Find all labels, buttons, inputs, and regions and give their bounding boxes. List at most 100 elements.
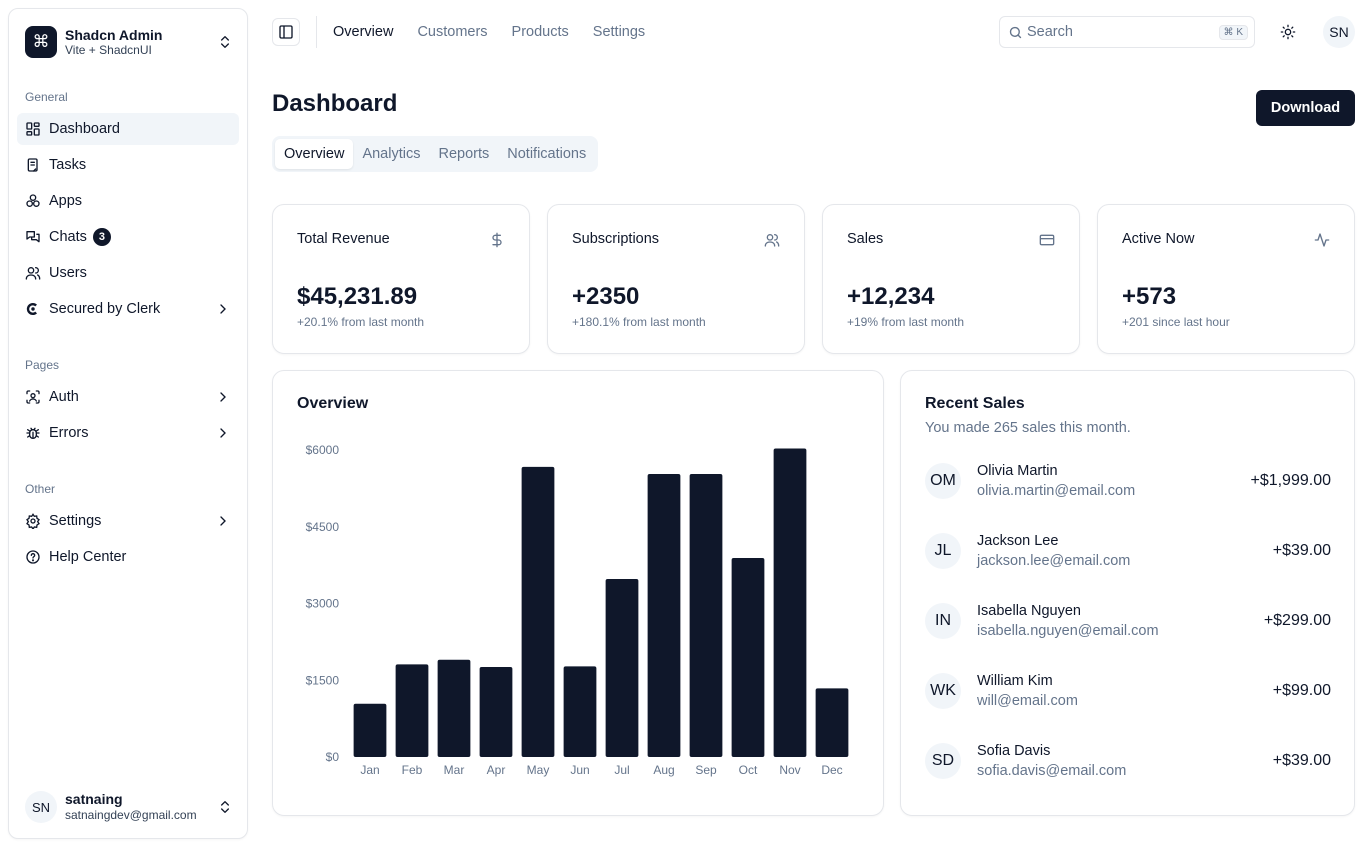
chart-bar-jun — [563, 666, 597, 757]
top-nav-customers[interactable]: Customers — [417, 24, 488, 40]
sidebar-item-label: Dashboard — [49, 121, 120, 137]
top-nav-products[interactable]: Products — [511, 24, 569, 40]
x-tick-label: Oct — [739, 763, 758, 777]
sale-name: Isabella Nguyen — [977, 603, 1081, 619]
stat-value: $45,231.89 — [297, 283, 418, 310]
sidebar-item-apps[interactable]: Apps — [17, 185, 239, 217]
sidebar-item-auth[interactable]: Auth — [17, 381, 239, 413]
chart-bar-oct — [731, 557, 765, 757]
team-switcher[interactable]: ⌘ Shadcn Admin Vite + ShadcnUI — [25, 25, 233, 59]
x-tick-label: Feb — [402, 763, 423, 777]
tab-notifications[interactable]: Notifications — [507, 146, 587, 162]
chart-bar-jan — [353, 703, 387, 757]
avatar: SN — [25, 791, 57, 823]
chart-bar-sep — [689, 474, 723, 757]
sidebar-item-tasks[interactable]: Tasks — [17, 149, 239, 181]
download-button[interactable]: Download — [1256, 90, 1355, 126]
top-nav: Overview Customers Products Settings — [333, 16, 669, 48]
sale-amount: +$1,999.00 — [1250, 472, 1331, 489]
chart-bar-apr — [479, 666, 513, 757]
page-title: Dashboard — [272, 90, 398, 117]
user-scan-icon — [26, 390, 40, 404]
sidebar-item-settings[interactable]: Settings — [17, 505, 239, 537]
sidebar-item-help-center[interactable]: Help Center — [17, 541, 239, 573]
x-tick-label: Jul — [614, 763, 629, 777]
team-name: Shadcn Admin — [65, 26, 163, 43]
chevron-right-icon — [220, 392, 226, 402]
group-label-pages: Pages — [25, 358, 60, 372]
top-nav-settings[interactable]: Settings — [592, 24, 646, 40]
chart-bar-jul — [605, 578, 639, 757]
sidebar-item-users[interactable]: Users — [17, 257, 239, 289]
x-tick-label: May — [527, 763, 550, 777]
credit-card-icon — [1039, 234, 1055, 246]
users-icon — [764, 234, 780, 247]
y-tick-label: $0 — [326, 750, 340, 764]
clerk-logo-icon — [26, 303, 37, 315]
user-email: satnaingdev@gmail.com — [65, 808, 197, 822]
recent-sales-subtitle: You made 265 sales this month. — [925, 420, 1131, 436]
chevrons-up-down-icon — [221, 801, 229, 813]
apps-icon — [26, 194, 40, 207]
search-input[interactable]: Search ⌘ K — [999, 16, 1255, 48]
stat-sub: +180.1% from last month — [572, 315, 706, 329]
sidebar-item-label: Settings — [49, 513, 102, 529]
top-nav-overview[interactable]: Overview — [333, 24, 394, 40]
user-menu[interactable]: SN satnaing satnaingdev@gmail.com — [25, 789, 233, 825]
sidebar-item-label: Errors — [49, 425, 89, 441]
stat-value: +573 — [1122, 283, 1177, 310]
list-item: JL Jackson Lee jackson.lee@email.com +$3… — [925, 531, 1331, 571]
theme-toggle-button[interactable] — [1276, 20, 1300, 44]
tab-reports[interactable]: Reports — [438, 146, 490, 162]
profile-avatar[interactable]: SN — [1323, 16, 1355, 48]
sidebar-item-clerk[interactable]: Secured by Clerk — [17, 293, 239, 325]
dollar-icon — [492, 232, 502, 248]
list-item: WK William Kim will@email.com +$99.00 — [925, 671, 1331, 711]
bug-icon — [26, 427, 40, 439]
stat-title: Subscriptions — [572, 231, 660, 247]
chats-count-badge: 3 — [92, 228, 111, 246]
layout-dashboard-icon — [26, 122, 40, 136]
sale-name: William Kim — [977, 673, 1053, 689]
tab-overview[interactable]: Overview — [275, 139, 354, 169]
avatar: SD — [925, 743, 961, 779]
sale-amount: +$39.00 — [1272, 542, 1331, 559]
x-tick-label: Sep — [695, 763, 717, 777]
sale-email: sofia.davis@email.com — [977, 763, 1127, 779]
chevron-right-icon — [220, 304, 226, 314]
sale-amount: +$99.00 — [1272, 682, 1331, 699]
x-tick-label: Dec — [821, 763, 842, 777]
sale-email: isabella.nguyen@email.com — [977, 623, 1159, 639]
sale-name: Sofia Davis — [977, 743, 1051, 759]
user-name: satnaing — [65, 791, 123, 807]
x-tick-label: Apr — [487, 763, 506, 777]
list-item: SD Sofia Davis sofia.davis@email.com +$3… — [925, 741, 1331, 781]
sidebar-item-label: Chats — [49, 229, 87, 245]
sidebar: ⌘ Shadcn Admin Vite + ShadcnUI General D… — [8, 8, 248, 839]
gear-icon — [26, 513, 40, 529]
y-tick-label: $3000 — [306, 597, 340, 611]
sidebar-item-errors[interactable]: Errors — [17, 417, 239, 449]
sun-icon — [1280, 24, 1296, 40]
sidebar-item-label: Secured by Clerk — [49, 301, 161, 317]
list-item: OM Olivia Martin olivia.martin@email.com… — [925, 461, 1331, 501]
y-tick-label: $4500 — [306, 520, 340, 534]
stat-value: +2350 — [572, 283, 640, 310]
sidebar-item-chats[interactable]: Chats 3 — [17, 221, 239, 253]
tab-analytics[interactable]: Analytics — [362, 146, 421, 162]
sidebar-item-dashboard[interactable]: Dashboard — [17, 113, 239, 145]
stat-title: Active Now — [1122, 231, 1195, 247]
chart-bar-dec — [815, 688, 849, 757]
sidebar-item-label: Apps — [49, 193, 83, 209]
stat-value: +12,234 — [847, 283, 935, 310]
team-plan: Vite + ShadcnUI — [65, 42, 152, 57]
list-item: IN Isabella Nguyen isabella.nguyen@email… — [925, 601, 1331, 641]
recent-sales-title: Recent Sales — [925, 395, 1025, 412]
panel-left-icon — [279, 25, 293, 39]
search-icon — [1009, 26, 1022, 38]
stat-sub: +201 since last hour — [1122, 315, 1230, 329]
chevrons-up-down-icon — [221, 36, 229, 48]
stat-card-revenue: Total Revenue $45,231.89 +20.1% from las… — [272, 204, 530, 354]
sidebar-toggle-button[interactable] — [272, 18, 300, 46]
clipboard-icon — [27, 158, 38, 172]
